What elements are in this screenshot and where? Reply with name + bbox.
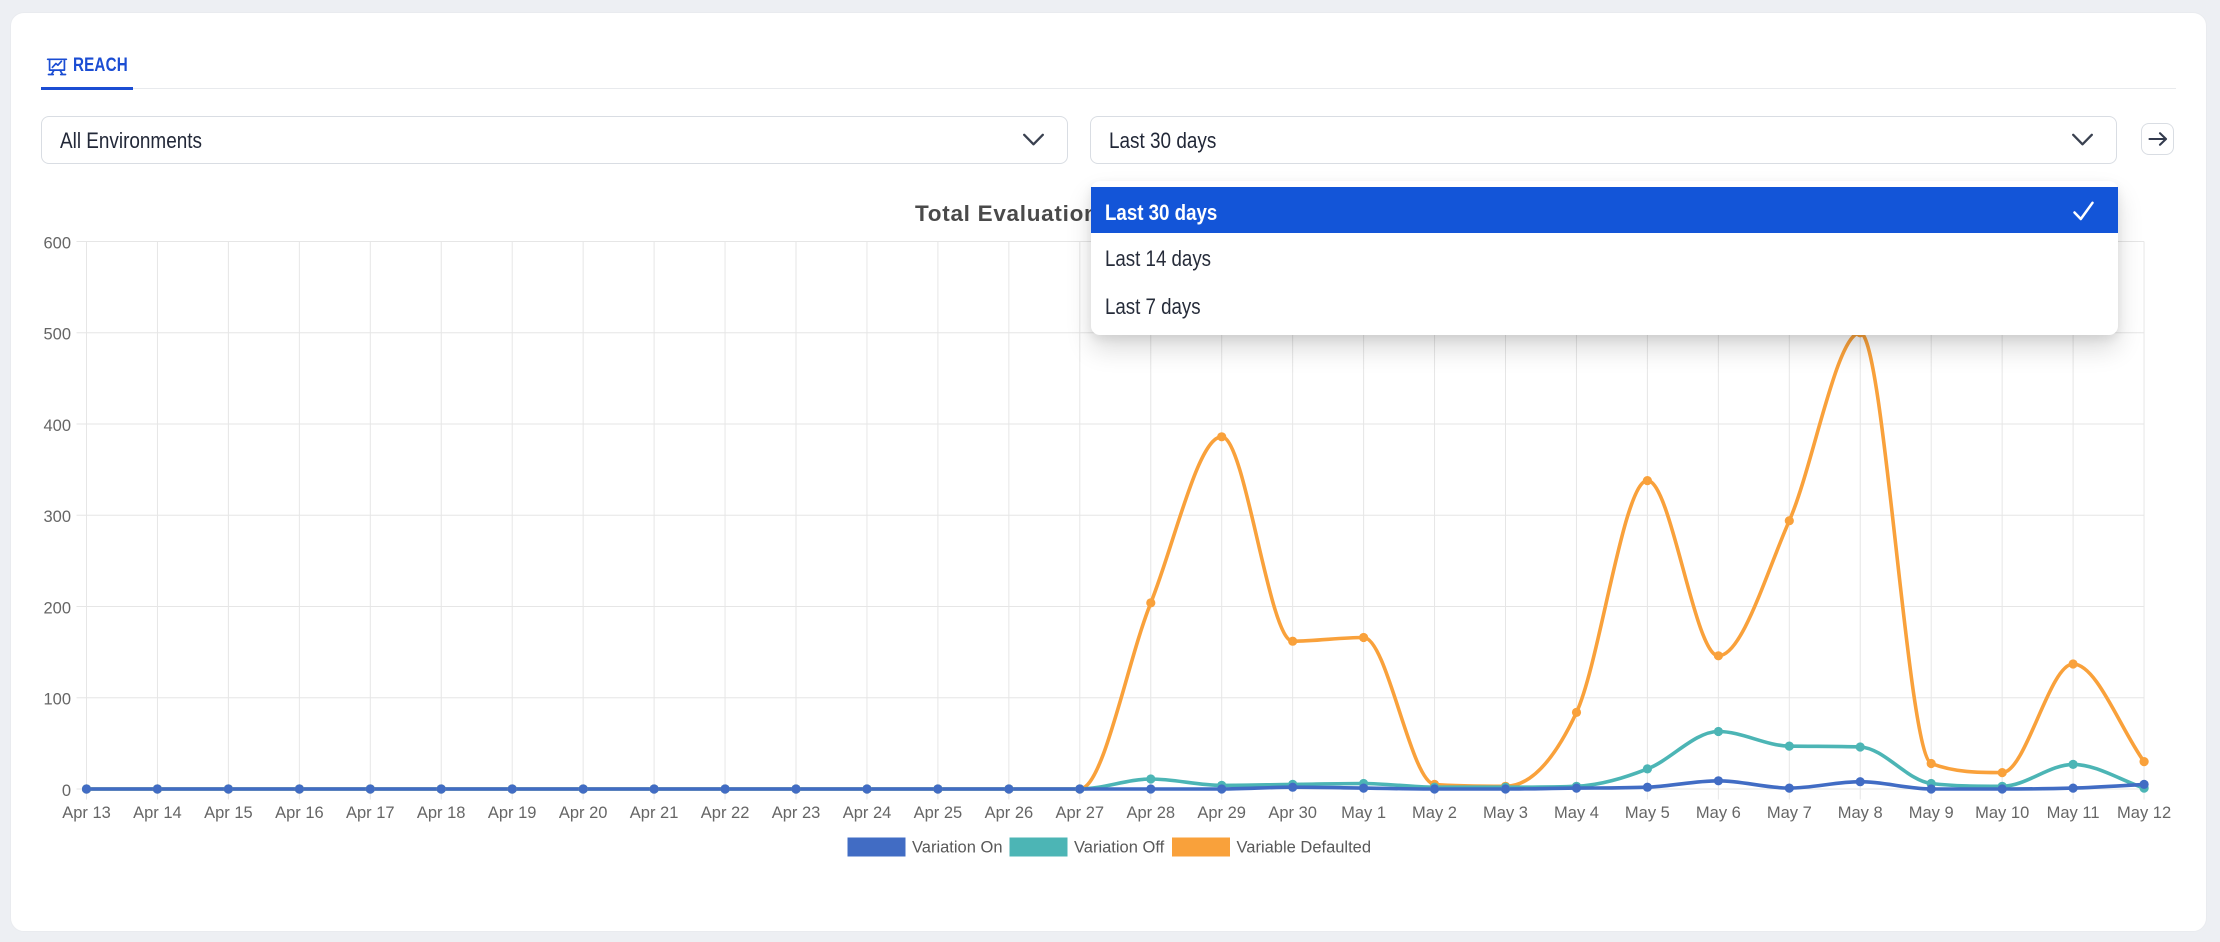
svg-text:600: 600 [43, 234, 71, 252]
svg-text:Apr 13: Apr 13 [62, 804, 111, 822]
svg-text:May 11: May 11 [2047, 804, 2100, 822]
svg-text:May 6: May 6 [1696, 804, 1741, 822]
svg-text:Total Evaluations: Total Evaluations [915, 201, 1111, 226]
svg-text:300: 300 [43, 508, 71, 526]
svg-text:0: 0 [62, 782, 71, 800]
svg-text:Apr 26: Apr 26 [985, 804, 1034, 822]
svg-text:May 10: May 10 [1975, 804, 2029, 822]
svg-text:Apr 30: Apr 30 [1268, 804, 1317, 822]
svg-text:Variation On: Variation On [912, 839, 1003, 857]
svg-text:Apr 29: Apr 29 [1197, 804, 1246, 822]
svg-text:Apr 14: Apr 14 [133, 804, 182, 822]
svg-text:Apr 19: Apr 19 [488, 804, 537, 822]
svg-text:100: 100 [43, 691, 71, 709]
svg-text:May 3: May 3 [1483, 804, 1528, 822]
svg-text:Apr 17: Apr 17 [346, 804, 395, 822]
svg-text:Apr 24: Apr 24 [843, 804, 892, 822]
svg-text:400: 400 [43, 417, 71, 435]
svg-text:May 8: May 8 [1838, 804, 1883, 822]
svg-text:Apr 18: Apr 18 [417, 804, 466, 822]
svg-text:Apr 22: Apr 22 [701, 804, 750, 822]
svg-text:May 2: May 2 [1412, 804, 1457, 822]
svg-text:Apr 28: Apr 28 [1126, 804, 1175, 822]
svg-text:Apr 21: Apr 21 [630, 804, 679, 822]
svg-text:May 9: May 9 [1909, 804, 1954, 822]
svg-text:Variable Defaulted: Variable Defaulted [1237, 839, 1372, 857]
svg-text:Apr 27: Apr 27 [1055, 804, 1104, 822]
svg-text:Apr 20: Apr 20 [559, 804, 608, 822]
svg-text:May 4: May 4 [1554, 804, 1599, 822]
svg-text:200: 200 [43, 599, 71, 617]
svg-text:500: 500 [43, 326, 71, 344]
svg-text:Apr 25: Apr 25 [914, 804, 963, 822]
svg-text:Apr 16: Apr 16 [275, 804, 324, 822]
svg-text:May 12: May 12 [2117, 804, 2171, 822]
svg-text:May 7: May 7 [1767, 804, 1812, 822]
svg-text:May 5: May 5 [1625, 804, 1670, 822]
svg-text:Variation Off: Variation Off [1074, 839, 1165, 857]
svg-text:May 1: May 1 [1341, 804, 1386, 822]
svg-text:Apr 15: Apr 15 [204, 804, 253, 822]
svg-text:Apr 23: Apr 23 [772, 804, 821, 822]
